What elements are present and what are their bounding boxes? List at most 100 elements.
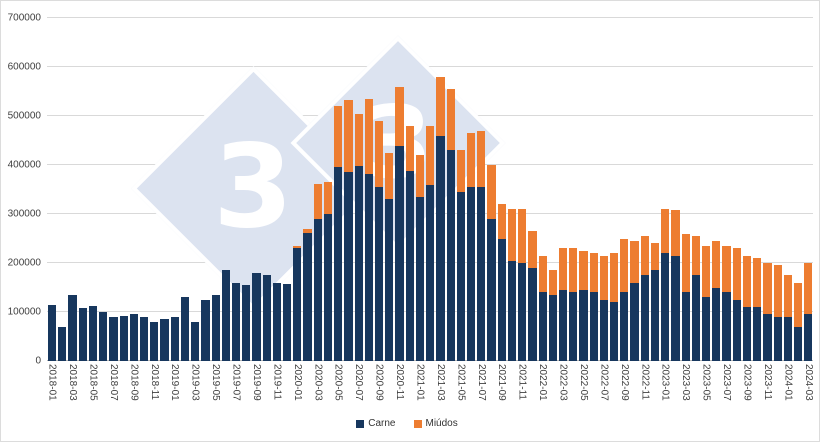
x-tick-label: 2022-07 bbox=[598, 364, 610, 401]
carne-segment bbox=[661, 253, 670, 361]
miudos-segment bbox=[415, 155, 425, 197]
carne-segment bbox=[364, 173, 373, 361]
miudos-segment bbox=[610, 253, 619, 303]
bar-2019-06 bbox=[221, 18, 230, 361]
gridline bbox=[47, 17, 813, 18]
bar-2018-11 bbox=[150, 18, 159, 361]
carne-segment bbox=[783, 316, 792, 361]
x-slot bbox=[651, 361, 659, 416]
miudos-segment bbox=[487, 165, 496, 219]
y-tick-label: 300000 bbox=[7, 208, 41, 220]
y-tick-label: 100000 bbox=[7, 306, 41, 318]
x-slot: 2022-03 bbox=[557, 361, 569, 416]
miudos-segment bbox=[650, 243, 660, 271]
bar-2022-10 bbox=[630, 18, 639, 361]
bar-2021-05 bbox=[456, 18, 465, 361]
bar-2018-04 bbox=[78, 18, 87, 361]
bar-2021-06 bbox=[466, 18, 476, 361]
x-slot: 2018-09 bbox=[128, 361, 139, 416]
x-tick-label: 2019-01 bbox=[169, 364, 181, 401]
legend: Carne Miúdos bbox=[1, 418, 813, 429]
bar-2018-05 bbox=[88, 18, 98, 361]
carne-segment bbox=[610, 302, 619, 361]
miudos-segment bbox=[742, 255, 752, 308]
miudos-segment bbox=[599, 255, 609, 300]
carne-segment bbox=[599, 299, 609, 361]
x-slot: 2020-09 bbox=[374, 361, 385, 416]
x-axis-spacer bbox=[1, 361, 47, 416]
x-tick-label: 2020-07 bbox=[353, 364, 365, 401]
carne-segment bbox=[415, 196, 425, 361]
miudos-segment bbox=[793, 282, 803, 327]
miudos-segment bbox=[630, 240, 639, 283]
bar-2020-06 bbox=[344, 18, 353, 361]
x-tick-label: 2022-03 bbox=[557, 364, 569, 401]
x-tick-label: 2021-01 bbox=[414, 364, 426, 401]
miudos-segment bbox=[620, 238, 629, 293]
x-slot: 2020-11 bbox=[394, 361, 405, 416]
bar-2020-02 bbox=[303, 18, 312, 361]
x-slot: 2018-07 bbox=[108, 361, 119, 416]
x-slot bbox=[712, 361, 720, 416]
carne-segment bbox=[722, 292, 731, 361]
x-slot: 2019-05 bbox=[210, 361, 221, 416]
miudos-segment bbox=[385, 152, 394, 200]
bar-2018-07 bbox=[109, 18, 118, 361]
chart-row: 0 100000 200000 300000 400000 500000 600000 700… bbox=[1, 13, 813, 367]
bar-2023-06 bbox=[712, 18, 721, 361]
x-slot bbox=[263, 361, 271, 416]
x-slot bbox=[692, 361, 700, 416]
x-slot: 2020-01 bbox=[292, 361, 303, 416]
carne-segment bbox=[119, 315, 128, 361]
x-slot bbox=[426, 361, 434, 416]
x-slot: 2022-01 bbox=[537, 361, 548, 416]
bar-2018-02 bbox=[58, 18, 67, 361]
miudos-segment bbox=[753, 258, 762, 308]
y-tick-label: 0 bbox=[35, 355, 41, 367]
carne-segment bbox=[528, 267, 537, 361]
bar-2023-01 bbox=[661, 18, 670, 361]
x-slot: 2023-09 bbox=[741, 361, 752, 416]
x-slot: 2021-03 bbox=[435, 361, 446, 416]
x-slot bbox=[671, 361, 679, 416]
x-slot bbox=[222, 361, 230, 416]
bar-2023-05 bbox=[702, 18, 711, 361]
x-tick-label: 2018-03 bbox=[67, 364, 79, 401]
carne-segment bbox=[681, 292, 690, 361]
carne-segment bbox=[344, 172, 353, 361]
y-axis: 0 100000 200000 300000 400000 500000 600000 700… bbox=[1, 13, 47, 367]
bar-2019-02 bbox=[180, 18, 190, 361]
carne-segment bbox=[48, 304, 57, 361]
bar-2020-09 bbox=[375, 18, 384, 361]
x-slot: 2023-07 bbox=[721, 361, 733, 416]
bar-2022-04 bbox=[569, 18, 578, 361]
x-slot bbox=[447, 361, 455, 416]
bar-2022-05 bbox=[579, 18, 588, 361]
miudos-segment bbox=[313, 183, 322, 219]
bar-2023-10 bbox=[753, 18, 762, 361]
carne-segment bbox=[323, 214, 333, 361]
bar-2018-12 bbox=[160, 18, 169, 361]
carne-segment bbox=[538, 292, 547, 361]
bar-2022-12 bbox=[650, 18, 660, 361]
miudos-segment bbox=[334, 106, 343, 168]
carne-segment bbox=[88, 306, 98, 361]
miudos-segment bbox=[702, 245, 711, 298]
bar-2020-12 bbox=[405, 18, 414, 361]
miudos-segment bbox=[344, 99, 353, 173]
miudos-segment bbox=[681, 233, 690, 293]
bar-2024-02 bbox=[793, 18, 803, 361]
x-slot bbox=[753, 361, 761, 416]
bar-2019-10 bbox=[262, 18, 271, 361]
y-tick-label: 700000 bbox=[7, 12, 41, 24]
x-tick-label: 2018-01 bbox=[46, 364, 58, 401]
bar-2023-09 bbox=[742, 18, 752, 361]
miudos-segment bbox=[395, 86, 404, 147]
x-tick-label: 2023-03 bbox=[680, 364, 692, 401]
x-tick-label: 2023-07 bbox=[721, 364, 733, 401]
miudos-segment bbox=[507, 209, 517, 261]
bar-2021-09 bbox=[497, 18, 506, 361]
carne-segment bbox=[385, 199, 394, 361]
y-tick-label: 400000 bbox=[7, 159, 41, 171]
miudos-segment bbox=[405, 125, 414, 171]
